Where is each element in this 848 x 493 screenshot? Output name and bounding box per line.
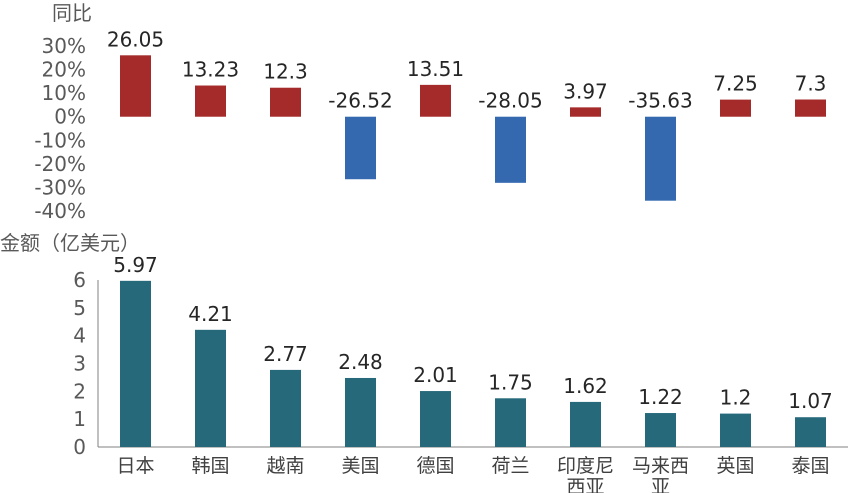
amount-bar (345, 377, 376, 447)
yoy-data-label: 13.23 (182, 58, 239, 82)
amount-data-label: 1.75 (488, 370, 533, 394)
category-label: 西亚 (566, 476, 604, 493)
amount-bar (120, 280, 151, 447)
yoy-bar (345, 116, 376, 180)
category-label: 印度尼 (557, 455, 614, 477)
amount-bar (645, 413, 676, 447)
yoy-data-label: -28.05 (478, 89, 542, 113)
yoy-data-label: 7.25 (713, 72, 758, 96)
yoy-y-tick-label: -40% (34, 199, 86, 223)
amount-data-label: 1.07 (788, 389, 833, 413)
amount-bar (270, 369, 301, 447)
amount-bar (495, 398, 526, 447)
amount-y-tick-label: 1 (73, 407, 86, 431)
category-label: 日本 (116, 455, 154, 477)
yoy-data-labels: 26.05 13.23 12.3 -26.52 13.51 -28.05 3.97 -35.6… (107, 27, 827, 112)
category-label: 越南 (266, 455, 304, 477)
amount-data-label: 1.62 (563, 374, 608, 398)
yoy-data-label: 7.3 (795, 72, 827, 96)
yoy-data-label: 13.51 (407, 57, 464, 81)
yoy-bar (795, 99, 826, 117)
category-label: 德国 (416, 455, 454, 477)
yoy-y-tick-label: 0% (54, 105, 86, 129)
yoy-axis-title: 同比 (52, 1, 92, 25)
amount-chart: 金额（亿美元） 0 1 2 3 4 5 6 5.97 4.21 2.77 2.48 2.01 1.75… (0, 231, 848, 493)
yoy-data-label: -35.63 (628, 89, 692, 113)
amount-y-tick-label: 2 (73, 379, 86, 403)
amount-data-label: 1.22 (638, 385, 683, 409)
category-label: 马来西 (632, 455, 689, 477)
category-label: 亚 (651, 476, 670, 493)
amount-axis-title: 金额（亿美元） (0, 231, 140, 255)
amount-y-tick-label: 6 (73, 268, 86, 292)
category-label: 美国 (341, 455, 379, 477)
yoy-data-label: 3.97 (563, 79, 608, 103)
yoy-y-tick-label: 20% (42, 58, 86, 82)
yoy-y-ticks: 30%20%10%0%-10%-20%-30%-40% (34, 34, 86, 223)
amount-y-tick-label: 3 (73, 352, 86, 376)
amount-y-tick-label: 5 (73, 296, 86, 320)
amount-bar (795, 417, 826, 447)
amount-bar (720, 413, 751, 447)
amount-data-label: 4.21 (188, 302, 233, 326)
yoy-data-label: 26.05 (107, 27, 164, 51)
yoy-data-label: -26.52 (328, 89, 392, 113)
yoy-bar (570, 107, 601, 117)
yoy-bars (120, 55, 826, 201)
yoy-data-label: 12.3 (263, 60, 308, 84)
amount-data-label: 1.2 (720, 386, 752, 410)
yoy-chart: 同比 30%20%10%0%-10%-20%-30%-40% 26.05 13.2… (34, 1, 826, 223)
amount-y-tick-label: 4 (73, 324, 86, 348)
category-label: 韩国 (191, 455, 229, 477)
yoy-bar (120, 55, 151, 117)
amount-data-label: 2.77 (263, 342, 308, 366)
yoy-y-tick-label: 10% (42, 81, 86, 105)
amount-bar (195, 329, 226, 447)
yoy-bar (720, 99, 751, 117)
yoy-bar (645, 116, 676, 201)
amount-y-tick-label: 0 (73, 435, 86, 459)
amount-bar (570, 401, 601, 447)
yoy-bar (195, 85, 226, 117)
yoy-bar (420, 84, 451, 117)
yoy-y-tick-label: -30% (34, 175, 86, 199)
amount-y-ticks: 0 1 2 3 4 5 6 (73, 268, 86, 459)
amount-data-label: 2.01 (413, 363, 458, 387)
amount-bar (420, 391, 451, 447)
yoy-bar (270, 87, 301, 117)
category-label: 泰国 (791, 455, 829, 477)
category-label: 荷兰 (491, 455, 529, 477)
category-label: 英国 (716, 455, 754, 477)
yoy-y-tick-label: -20% (34, 152, 86, 176)
amount-data-label: 2.48 (338, 350, 383, 374)
yoy-y-tick-label: 30% (42, 34, 86, 58)
amount-data-label: 5.97 (113, 253, 158, 277)
yoy-bar (495, 116, 526, 183)
amount-data-labels: 5.97 4.21 2.77 2.48 2.01 1.75 1.62 1.22 1.2 1.07 (113, 253, 833, 413)
yoy-y-tick-label: -10% (34, 128, 86, 152)
amount-bars (120, 280, 826, 447)
